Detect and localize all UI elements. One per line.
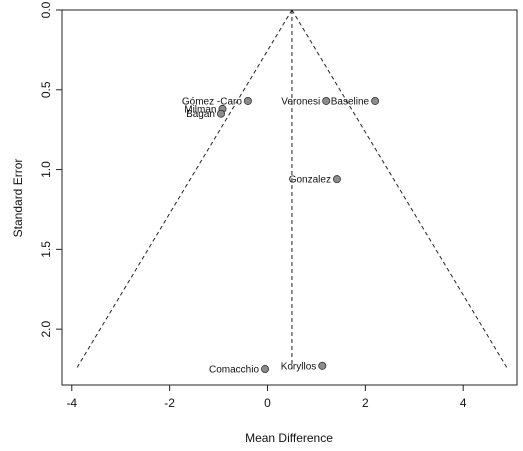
funnel-left-limit [75,9,293,370]
y-axis-title: Standard Error [11,159,25,238]
study-point [322,96,331,105]
x-tick-label: 2 [362,396,369,410]
study-point [332,175,341,184]
study-point [243,96,252,105]
x-tick-label: 0 [264,396,271,410]
study-point [371,96,380,105]
study-label: Koryllos [281,361,317,372]
x-tick-label: -4 [66,396,77,410]
funnel-right-limit [291,9,509,370]
y-tick-label: 1.0 [39,161,53,178]
study-label: Comacchio [209,365,259,376]
study-point [261,365,270,374]
plot-frame [61,9,518,386]
study-point [217,109,226,118]
x-tick-label: 4 [460,396,467,410]
y-tick-label: 0.0 [39,1,53,18]
study-label: Bagan [186,109,215,120]
y-axis: 0.0 0.5 1.0 1.5 2.0 [39,1,62,337]
x-axis-title: Mean Difference [245,431,333,445]
study-point [318,361,327,370]
study-label: Veronesi [281,96,320,107]
y-tick-label: 0.5 [39,81,53,98]
y-tick-label: 2.0 [39,320,53,337]
x-tick-label: -2 [164,396,175,410]
x-axis: -4 -2 0 2 4 [66,385,467,410]
study-label: Gómez -Caro [182,96,242,107]
study-label: Gonzalez [289,175,331,186]
study-label: Baseline [331,96,370,107]
y-tick-label: 1.5 [39,241,53,258]
funnel-lines [75,9,509,370]
study-label: Milman [184,104,216,115]
